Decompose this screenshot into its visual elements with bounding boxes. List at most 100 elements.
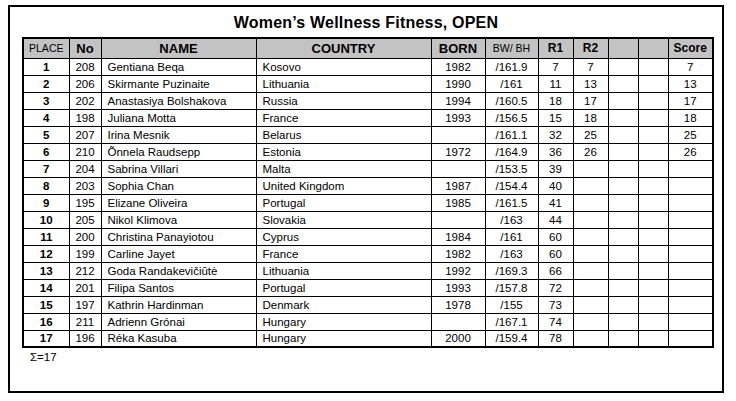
cell-blank-2 bbox=[638, 126, 668, 143]
cell-born: 1982 bbox=[431, 245, 485, 262]
cell-born: 1984 bbox=[431, 228, 485, 245]
cell-r1: 72 bbox=[538, 279, 573, 296]
cell-bw-bh: /157.8 bbox=[485, 279, 538, 296]
cell-place: 13 bbox=[23, 262, 69, 279]
cell-blank-1 bbox=[608, 109, 638, 126]
cell-r2 bbox=[573, 313, 608, 330]
cell-country: Kosovo bbox=[256, 58, 431, 75]
cell-r1: 15 bbox=[538, 109, 573, 126]
cell-place: 5 bbox=[23, 126, 69, 143]
cell-country: Hungary bbox=[256, 330, 431, 347]
cell-r2 bbox=[573, 194, 608, 211]
cell-name: Réka Kasuba bbox=[101, 330, 256, 347]
cell-place: 9 bbox=[23, 194, 69, 211]
cell-no: 206 bbox=[69, 75, 101, 92]
document-frame: Women’s Wellness Fitness, OPEN PLACE No … bbox=[8, 5, 724, 393]
cell-blank-1 bbox=[608, 177, 638, 194]
cell-blank-1 bbox=[608, 58, 638, 75]
cell-born: 1978 bbox=[431, 296, 485, 313]
cell-country: Russia bbox=[256, 92, 431, 109]
col-header-place: PLACE bbox=[23, 38, 69, 58]
cell-blank-1 bbox=[608, 330, 638, 347]
table-row: 1208Gentiana BeqaKosovo1982/161.9777 bbox=[23, 58, 713, 75]
cell-r1: 73 bbox=[538, 296, 573, 313]
cell-r2 bbox=[573, 177, 608, 194]
cell-blank-1 bbox=[608, 228, 638, 245]
cell-name: Kathrin Hardinman bbox=[101, 296, 256, 313]
cell-country: France bbox=[256, 109, 431, 126]
cell-place: 6 bbox=[23, 143, 69, 160]
cell-r1: 41 bbox=[538, 194, 573, 211]
cell-bw-bh: /155 bbox=[485, 296, 538, 313]
cell-name: Goda Randakevičiūtė bbox=[101, 262, 256, 279]
cell-name: Juliana Motta bbox=[101, 109, 256, 126]
table-row: 12199Carline JayetFrance1982/16360 bbox=[23, 245, 713, 262]
cell-name: Nikol Klimova bbox=[101, 211, 256, 228]
cell-no: 203 bbox=[69, 177, 101, 194]
cell-blank-1 bbox=[608, 262, 638, 279]
cell-r2: 25 bbox=[573, 126, 608, 143]
cell-bw-bh: /154.4 bbox=[485, 177, 538, 194]
table-row: 13212Goda RandakevičiūtėLithuania1992/16… bbox=[23, 262, 713, 279]
cell-country: Lithuania bbox=[256, 75, 431, 92]
cell-born: 1994 bbox=[431, 92, 485, 109]
cell-score bbox=[668, 279, 713, 296]
cell-r2 bbox=[573, 160, 608, 177]
table-row: 15197Kathrin HardinmanDenmark1978/15573 bbox=[23, 296, 713, 313]
cell-no: 210 bbox=[69, 143, 101, 160]
cell-r2: 18 bbox=[573, 109, 608, 126]
cell-blank-1 bbox=[608, 313, 638, 330]
table-row: 11200Christina PanayiotouCyprus1984/1616… bbox=[23, 228, 713, 245]
cell-place: 15 bbox=[23, 296, 69, 313]
cell-bw-bh: /153.5 bbox=[485, 160, 538, 177]
col-header-bw-bh: BW/ BH bbox=[485, 38, 538, 58]
col-header-born: BORN bbox=[431, 38, 485, 58]
cell-r2 bbox=[573, 211, 608, 228]
cell-blank-2 bbox=[638, 92, 668, 109]
cell-name: Filipa Santos bbox=[101, 279, 256, 296]
cell-bw-bh: /159.4 bbox=[485, 330, 538, 347]
cell-place: 8 bbox=[23, 177, 69, 194]
cell-blank-1 bbox=[608, 160, 638, 177]
page-title: Women’s Wellness Fitness, OPEN bbox=[10, 14, 722, 32]
cell-r2 bbox=[573, 330, 608, 347]
cell-country: Denmark bbox=[256, 296, 431, 313]
cell-r2: 13 bbox=[573, 75, 608, 92]
cell-score bbox=[668, 228, 713, 245]
cell-score bbox=[668, 245, 713, 262]
cell-no: 204 bbox=[69, 160, 101, 177]
cell-country: France bbox=[256, 245, 431, 262]
table-row: 17196Réka KasubaHungary2000/159.478 bbox=[23, 330, 713, 347]
cell-blank-1 bbox=[608, 92, 638, 109]
total-count: Σ=17 bbox=[30, 351, 722, 363]
cell-country: Portugal bbox=[256, 194, 431, 211]
cell-r1: 32 bbox=[538, 126, 573, 143]
cell-born: 1990 bbox=[431, 75, 485, 92]
results-table-body: 1208Gentiana BeqaKosovo1982/161.97772206… bbox=[23, 58, 713, 347]
cell-place: 11 bbox=[23, 228, 69, 245]
cell-score bbox=[668, 296, 713, 313]
cell-r2 bbox=[573, 296, 608, 313]
cell-blank-2 bbox=[638, 296, 668, 313]
cell-blank-2 bbox=[638, 245, 668, 262]
cell-name: Christina Panayiotou bbox=[101, 228, 256, 245]
cell-bw-bh: /161 bbox=[485, 228, 538, 245]
cell-blank-1 bbox=[608, 296, 638, 313]
table-row: 9195Elizane OliveiraPortugal1985/161.541 bbox=[23, 194, 713, 211]
cell-blank-1 bbox=[608, 194, 638, 211]
header-row: PLACE No NAME COUNTRY BORN BW/ BH R1 R2 … bbox=[23, 38, 713, 58]
cell-name: Õnnela Raudsepp bbox=[101, 143, 256, 160]
cell-bw-bh: /161.1 bbox=[485, 126, 538, 143]
cell-born bbox=[431, 126, 485, 143]
cell-blank-2 bbox=[638, 228, 668, 245]
cell-blank-2 bbox=[638, 109, 668, 126]
cell-blank-2 bbox=[638, 330, 668, 347]
cell-score bbox=[668, 262, 713, 279]
cell-born: 1987 bbox=[431, 177, 485, 194]
cell-score bbox=[668, 194, 713, 211]
cell-r2: 17 bbox=[573, 92, 608, 109]
cell-born: 2000 bbox=[431, 330, 485, 347]
cell-score bbox=[668, 211, 713, 228]
cell-name: Carline Jayet bbox=[101, 245, 256, 262]
cell-score bbox=[668, 330, 713, 347]
